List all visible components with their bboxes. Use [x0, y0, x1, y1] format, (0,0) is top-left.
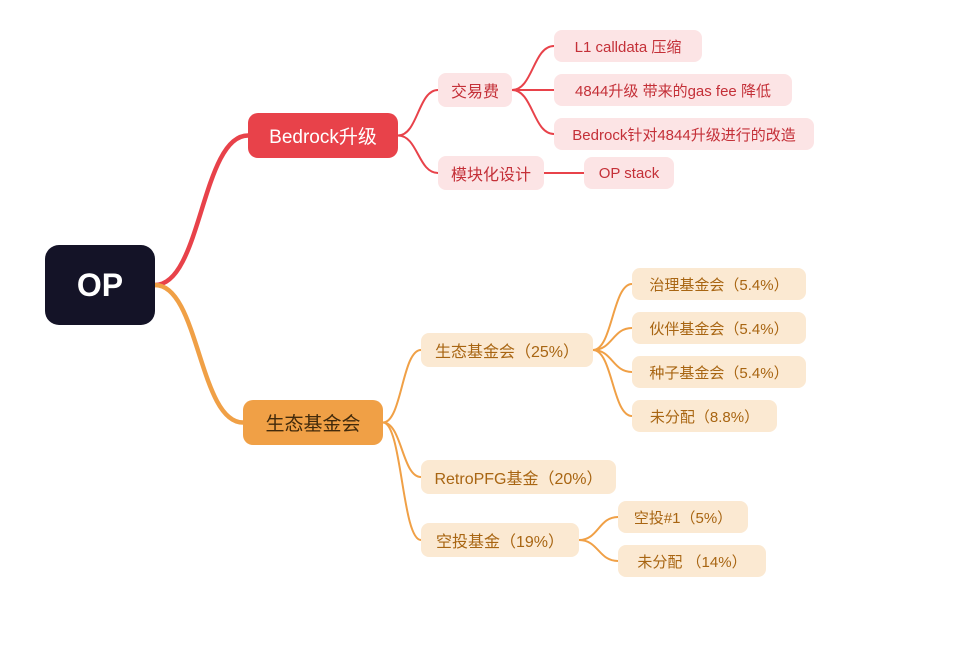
airdrop1-label: 空投#1（5%）	[634, 507, 732, 528]
modular-node[interactable]: 模块化设计	[438, 156, 544, 190]
edge	[593, 284, 632, 350]
eip4844-node[interactable]: 4844升级 带来的gas fee 降低	[554, 74, 792, 106]
eco25-node[interactable]: 生态基金会（25%）	[421, 333, 593, 367]
eco25-label: 生态基金会（25%）	[435, 338, 579, 362]
bedrock-node[interactable]: Bedrock升级	[248, 113, 398, 158]
edge	[398, 90, 438, 136]
retro-label: RetroPFG基金（20%）	[434, 465, 602, 489]
edge	[593, 350, 632, 416]
unalloc88-node[interactable]: 未分配（8.8%）	[632, 400, 777, 432]
opstack-label: OP stack	[599, 165, 660, 182]
airdrop-label: 空投基金（19%）	[436, 528, 564, 552]
edge	[383, 423, 421, 541]
root-label: OP	[77, 267, 123, 304]
edge	[155, 136, 248, 286]
l1-label: L1 calldata 压缩	[575, 36, 682, 57]
eco-node[interactable]: 生态基金会	[243, 400, 383, 445]
tx-fee-label: 交易费	[451, 78, 499, 102]
edge	[383, 350, 421, 423]
partner-label: 伙伴基金会（5.4%）	[649, 318, 788, 339]
modular-label: 模块化设计	[451, 161, 531, 185]
bedrock4844-label: Bedrock针对4844升级进行的改造	[572, 124, 795, 145]
edge	[593, 328, 632, 350]
edge	[383, 423, 421, 478]
gov-label: 治理基金会（5.4%）	[649, 274, 788, 295]
eip4844-label: 4844升级 带来的gas fee 降低	[575, 80, 771, 101]
edge	[512, 46, 554, 90]
l1-node[interactable]: L1 calldata 压缩	[554, 30, 702, 62]
unalloc14-label: 未分配 （14%）	[637, 551, 746, 572]
retro-node[interactable]: RetroPFG基金（20%）	[421, 460, 616, 494]
bedrock-label: Bedrock升级	[269, 122, 377, 149]
unalloc14-node[interactable]: 未分配 （14%）	[618, 545, 766, 577]
edge	[579, 540, 618, 561]
edge	[593, 350, 632, 372]
edge	[512, 90, 554, 134]
airdrop1-node[interactable]: 空投#1（5%）	[618, 501, 748, 533]
opstack-node[interactable]: OP stack	[584, 157, 674, 189]
edge	[398, 136, 438, 174]
edge	[155, 285, 243, 423]
gov-node[interactable]: 治理基金会（5.4%）	[632, 268, 806, 300]
partner-node[interactable]: 伙伴基金会（5.4%）	[632, 312, 806, 344]
eco-label: 生态基金会	[265, 409, 360, 436]
airdrop-node[interactable]: 空投基金（19%）	[421, 523, 579, 557]
seed-label: 种子基金会（5.4%）	[649, 362, 788, 383]
bedrock4844-node[interactable]: Bedrock针对4844升级进行的改造	[554, 118, 814, 150]
unalloc88-label: 未分配（8.8%）	[650, 406, 759, 427]
tx-fee-node[interactable]: 交易费	[438, 73, 512, 107]
edge	[579, 517, 618, 540]
root-node[interactable]: OP	[45, 245, 155, 325]
seed-node[interactable]: 种子基金会（5.4%）	[632, 356, 806, 388]
